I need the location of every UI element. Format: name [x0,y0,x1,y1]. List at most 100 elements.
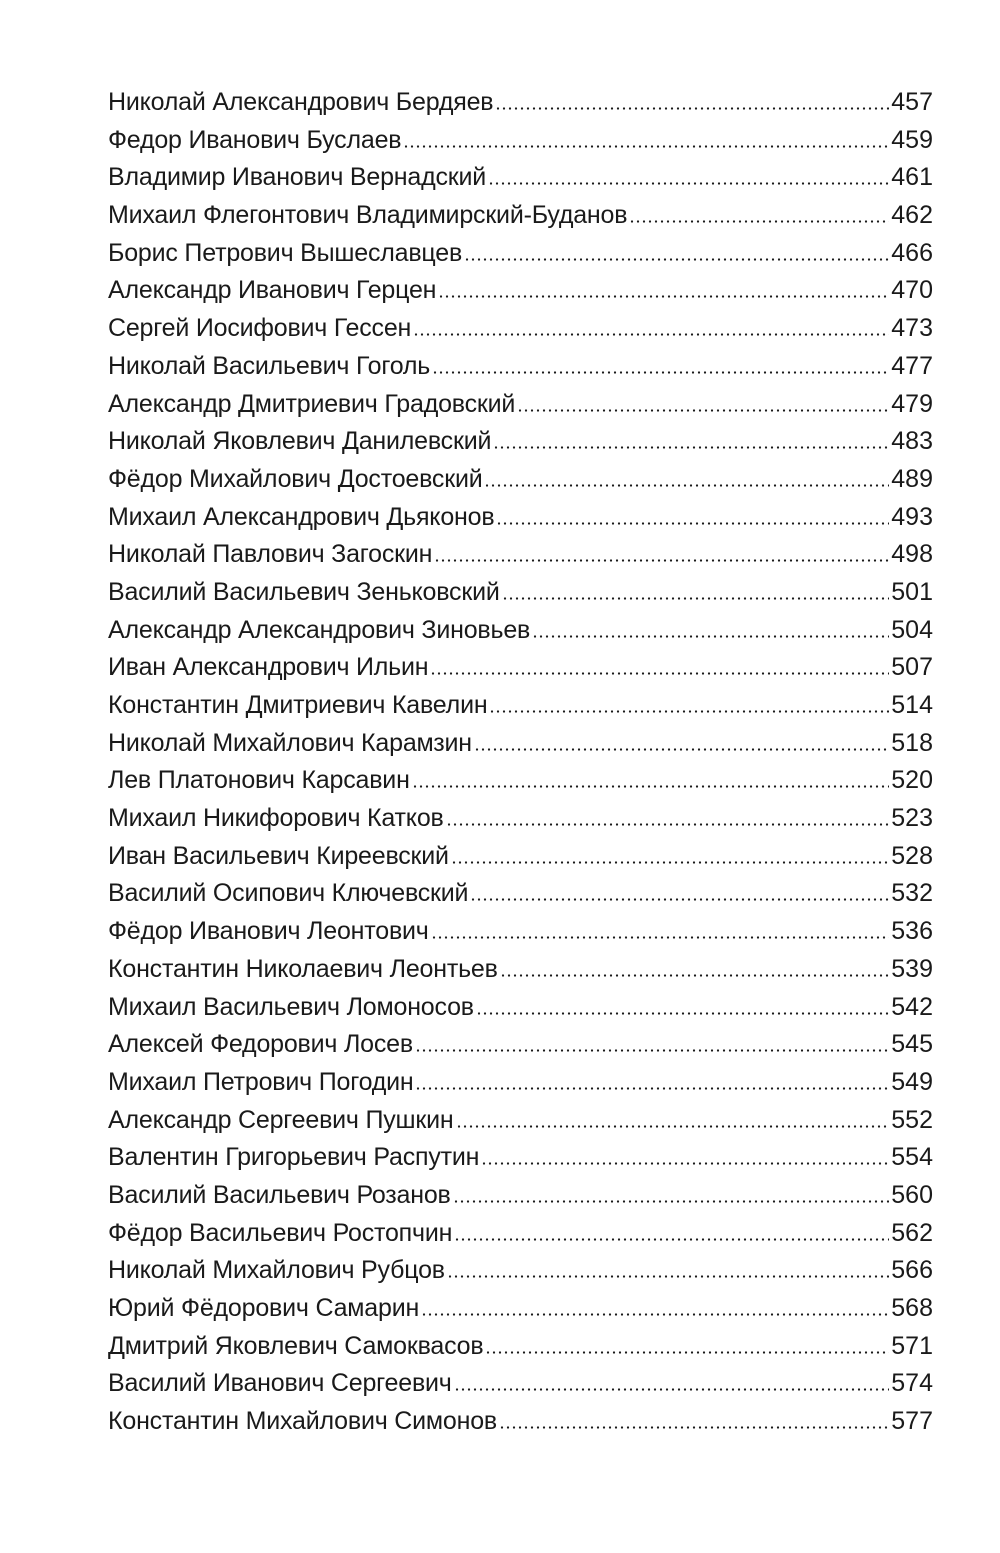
entry-page: 566 [891,1256,933,1285]
entry-page: 528 [891,841,933,870]
entry-page: 479 [891,389,933,418]
entry-name: Дмитрий Яковлевич Самоквасов [108,1331,484,1360]
entry-name: Николай Павлович Загоскин [108,540,433,569]
toc-entry: Александр Иванович Герцен 470 [108,272,933,310]
entry-name: Николай Яковлевич Данилевский [108,427,492,456]
entry-name: Василий Васильевич Розанов [108,1180,451,1209]
dot-leader [455,1124,890,1128]
entry-name: Валентин Григорьевич Распутин [108,1143,480,1172]
dot-leader [415,1086,890,1090]
toc-entry: Александр Александрович Зиновьев 504 [108,612,933,650]
toc-entry: Николай Васильевич Гоголь 477 [108,348,933,386]
dot-leader [430,672,890,676]
dot-leader [532,634,890,638]
entry-name: Иван Васильевич Киреевский [108,841,449,870]
toc-entry: Владимир Иванович Вернадский 461 [108,159,933,197]
toc-entry: Лев Платонович Карсавин 520 [108,762,933,800]
entry-name: Федор Иванович Буслаев [108,125,402,154]
entry-page: 466 [891,238,933,267]
entry-name: Сергей Иосифович Гессен [108,314,412,343]
toc-entry: Михаил Никифорович Катков 523 [108,800,933,838]
dot-leader [473,747,890,751]
toc-entry: Иван Александрович Ильин 507 [108,649,933,687]
toc-entry: Николай Михайлович Карамзин 518 [108,725,933,763]
entry-page: 568 [891,1294,933,1322]
dot-leader [445,823,890,827]
entry-page: 577 [891,1407,933,1436]
dot-leader [495,107,890,110]
entry-name: Михаил Никифорович Катков [108,804,444,833]
entry-name: Владимир Иванович Вернадский [108,163,487,192]
entry-name: Михаил Васильевич Ломоносов [108,992,474,1021]
toc-entry: Фёдор Васильевич Ростопчин 562 [108,1215,933,1253]
entry-name: Иван Александрович Ильин [108,653,429,682]
toc-entry: Михаил Флегонтович Владимирский-Буданов 4… [108,197,933,235]
dot-leader [496,521,890,525]
entry-name: Александр Александрович Зиновьев [108,615,531,644]
entry-name: Фёдор Васильевич Ростопчин [108,1218,453,1247]
toc-entry: Василий Васильевич Розанов 560 [108,1177,933,1215]
entry-name: Фёдор Иванович Леонтович [108,917,429,946]
dot-leader [421,1313,890,1316]
dot-leader [454,1237,890,1241]
entry-name: Александр Иванович Герцен [108,276,437,305]
entry-page: 473 [891,314,933,343]
dot-leader [489,710,890,713]
toc-entry: Александр Дмитриевич Градовский 479 [108,386,933,424]
entry-page: 574 [891,1369,933,1398]
entry-name: Алексей Федорович Лосев [108,1030,413,1059]
toc-entry: Фёдор Иванович Леонтович 536 [108,913,933,951]
entry-page: 552 [891,1105,933,1134]
dot-leader [450,860,890,864]
dot-leader [629,220,890,224]
dot-leader [493,446,890,450]
entry-name: Николай Васильевич Гоголь [108,351,431,380]
entry-name: Лев Платонович Карсавин [108,766,410,795]
toc-entry: Валентин Григорьевич Распутин 554 [108,1139,933,1177]
entry-page: 501 [891,577,933,606]
table-of-contents: Николай Александрович Бердяев 457 Федор Ив… [108,84,933,1441]
toc-entry: Николай Павлович Загоскин 498 [108,536,933,574]
toc-entry: Константин Михайлович Симонов 577 [108,1403,933,1441]
entry-page: 549 [891,1067,933,1096]
toc-entry: Юрий Фёдорович Самарин 568 [108,1290,933,1328]
dot-leader [452,1199,890,1203]
entry-page: 514 [891,691,933,719]
dot-leader [488,182,890,186]
entry-name: Михаил Александрович Дьяконов [108,502,495,531]
entry-name: Борис Петрович Вышеславцев [108,238,463,267]
entry-page: 477 [891,351,933,380]
entry-name: Константин Николаевич Леонтьев [108,954,498,983]
entry-name: Василий Осипович Ключевский [108,879,469,908]
dot-leader [446,1275,890,1279]
entry-name: Николай Михайлович Карамзин [108,728,472,757]
toc-entry: Михаил Петрович Погодин 549 [108,1064,933,1102]
dot-leader [453,1388,890,1392]
dot-leader [438,295,890,299]
dot-leader [411,785,890,789]
entry-page: 493 [891,502,933,531]
entry-name: Юрий Фёдорович Самарин [108,1294,420,1322]
toc-entry: Федор Иванович Буслаев 459 [108,122,933,160]
entry-name: Василий Васильевич Зеньковский [108,577,500,606]
entry-name: Александр Сергеевич Пушкин [108,1105,454,1134]
entry-page: 545 [891,1030,933,1059]
dot-leader [414,1049,890,1053]
entry-name: Фёдор Михайлович Достоевский [108,464,483,493]
entry-page: 504 [891,615,933,644]
dot-leader [481,1162,890,1166]
entry-page: 571 [891,1331,933,1360]
dot-leader [403,144,890,148]
toc-entry: Василий Васильевич Зеньковский 501 [108,574,933,612]
dot-leader [430,936,890,940]
dot-leader [499,1426,890,1430]
entry-page: 489 [891,464,933,493]
toc-entry: Сергей Иосифович Гессен 473 [108,310,933,348]
entry-page: 539 [891,954,933,983]
toc-entry: Алексей Федорович Лосев 545 [108,1026,933,1064]
dot-leader [501,596,890,600]
entry-page: 459 [891,125,933,154]
entry-page: 518 [891,728,933,757]
dot-leader [475,1011,890,1015]
toc-entry: Михаил Васильевич Ломоносов 542 [108,989,933,1027]
